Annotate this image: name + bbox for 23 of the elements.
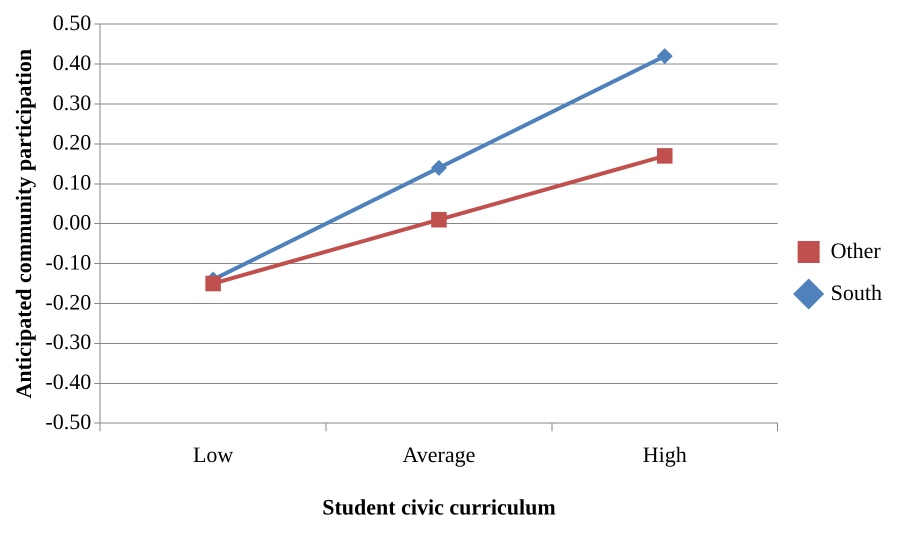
y-tick-label: -0.20 [45, 289, 92, 314]
point [205, 276, 221, 292]
y-tick-label: 0.50 [52, 10, 92, 35]
y-tick-label: -0.40 [45, 369, 92, 394]
x-tick-label: Average [402, 442, 476, 468]
y-tick-label: 0.10 [52, 170, 92, 195]
y-tick-label: -0.50 [45, 408, 92, 434]
y-tick-label: -0.30 [45, 329, 92, 354]
y-tick-label: 0.40 [52, 50, 92, 75]
point [430, 160, 447, 176]
y-tick-label: 0.30 [52, 90, 92, 115]
point [431, 212, 447, 228]
y-tick-label: 0.20 [52, 130, 92, 155]
legend-label: Other [830, 238, 882, 263]
x-tick-label: High [642, 442, 687, 468]
y-axis-title: Anticipated community participation [10, 48, 36, 398]
point [656, 148, 673, 164]
x-tick-label: Low [192, 442, 234, 468]
point [656, 48, 673, 64]
legend-label: South [830, 280, 882, 305]
y-tick-label: -0.10 [45, 249, 92, 274]
y-tick-label: 0.00 [52, 209, 92, 234]
x-axis-title: Student civic curriculum [322, 494, 556, 520]
